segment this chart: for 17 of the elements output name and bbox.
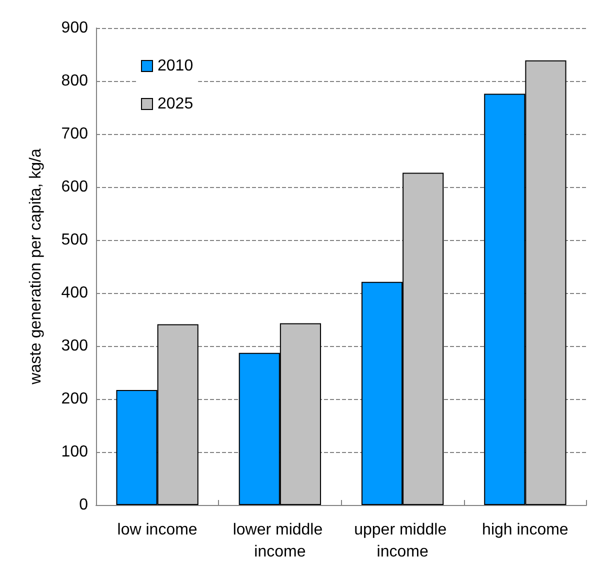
legend-label: 2010 (158, 58, 194, 74)
y-axis-title: waste generation per capita, kg/a (28, 148, 44, 386)
y-tick-label: 100 (61, 444, 88, 460)
y-tick-label: 400 (61, 284, 88, 302)
y-tick-label: 200 (61, 390, 88, 408)
legend-label: 2025 (158, 96, 194, 112)
x-tick-label: upper middle income (354, 522, 452, 560)
y-tick-label: 600 (61, 178, 88, 196)
y-tick-label: 300 (61, 338, 88, 354)
x-tick-label: high income (482, 522, 568, 538)
y-tick-label: 800 (61, 72, 88, 90)
y-tick-label: 0 (79, 496, 88, 514)
x-tick-label: lower middle income (232, 522, 328, 560)
x-tick-label: low income (117, 522, 198, 538)
y-tick-label: 900 (61, 20, 88, 36)
y-tick-label: 500 (61, 232, 88, 248)
y-tick-label: 700 (61, 126, 88, 142)
